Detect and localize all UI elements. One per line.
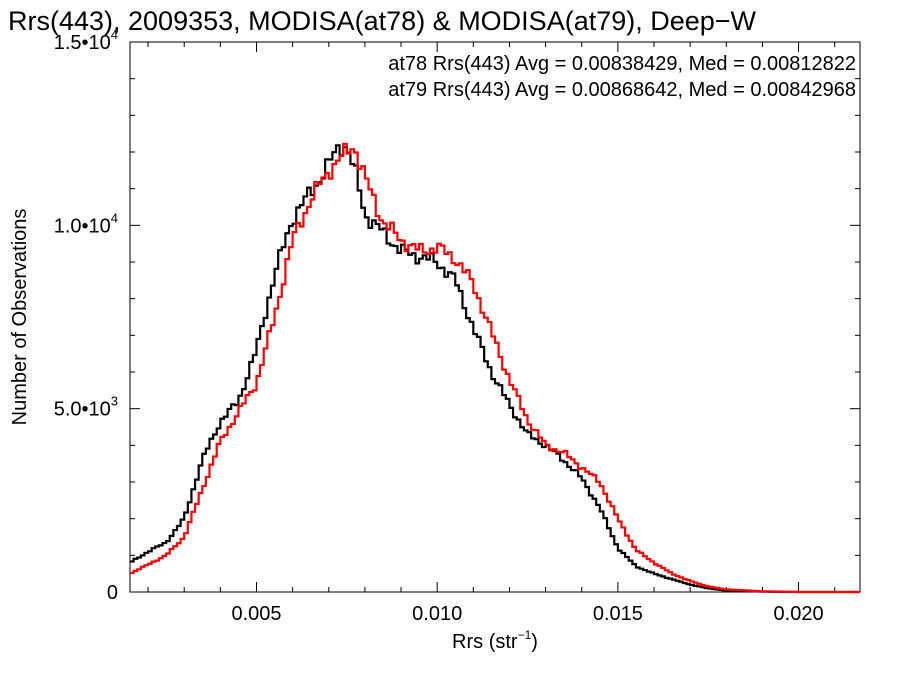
y-tick-label: 1.0•104 [54,210,118,237]
legend-at79-annotation: at79 Rrs(443) Avg = 0.00868642, Med = 0.… [388,79,856,101]
y-tick-label-exponent: 3 [111,394,118,409]
x-axis-label-sup: −1 [518,628,532,642]
y-tick-label-mantissa: 0 [107,582,118,604]
y-tick-label-exponent: 4 [111,27,118,42]
plot-frame [129,41,861,593]
series-layer [130,142,860,594]
x-axis-ticks: 0.005 0.010 0.015 0.020 [147,42,836,625]
x-axis-label-close: ) [531,631,538,653]
y-tick-label-mantissa: 1.0•10 [54,215,111,237]
chart-title: Rrs(443), 2009353, MODISA(at78) & MODISA… [8,6,757,36]
y-tick-label-exponent: 4 [111,210,118,225]
y-tick-label: 5.0•103 [54,394,118,421]
series-at78-line [130,144,860,594]
x-tick-label: 0.010 [412,603,462,625]
y-tick-label-mantissa: 1.5•10 [54,32,111,54]
x-axis-label-main: Rrs (str [452,631,518,653]
x-tick-label: 0.020 [774,603,824,625]
x-axis-label: Rrs (str−1) [452,628,538,653]
x-tick-label: 0.015 [593,603,643,625]
y-tick-label-mantissa: 5.0•10 [54,399,111,421]
y-tick-label: 1.5•104 [54,27,118,54]
legend-at78-annotation: at78 Rrs(443) Avg = 0.00838429, Med = 0.… [388,53,856,75]
series-at79-line [130,142,860,594]
x-tick-label: 0.005 [231,603,281,625]
y-tick-label: 0 [107,582,118,604]
y-axis-label: Number of Observations [9,209,31,426]
